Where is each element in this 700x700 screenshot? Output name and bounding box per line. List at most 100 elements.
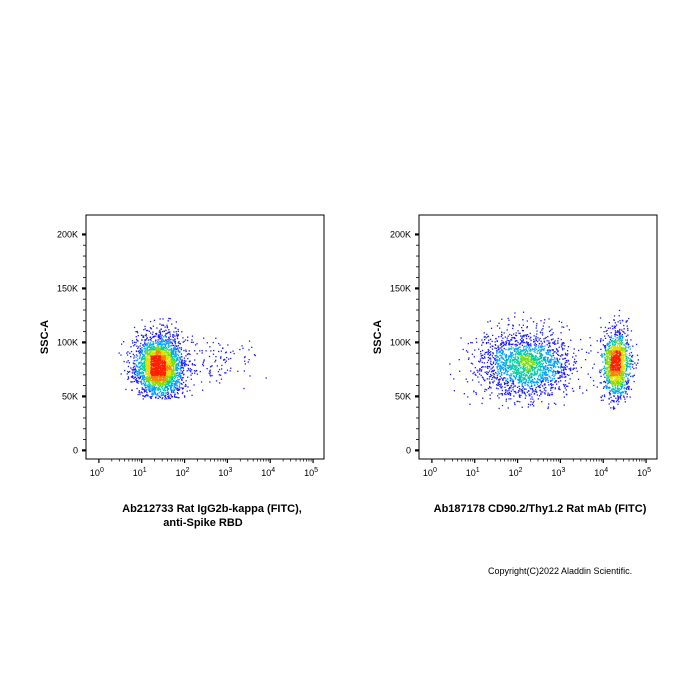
scatter-point (627, 364, 629, 366)
scatter-point (519, 339, 522, 341)
scatter-point (176, 337, 179, 340)
scatter-point (146, 338, 148, 340)
scatter-point (509, 361, 511, 363)
scatter-point (141, 346, 143, 349)
scatter-point (142, 376, 145, 378)
scatter-point (148, 360, 150, 362)
scatter-point (167, 340, 169, 342)
scatter-point (540, 340, 542, 342)
scatter-point (614, 339, 616, 341)
scatter-point (141, 383, 143, 386)
scatter-point (538, 359, 540, 361)
scatter-point (496, 355, 499, 357)
scatter-point (133, 377, 135, 380)
scatter-point (528, 344, 531, 346)
scatter-point (169, 354, 172, 356)
scatter-point (553, 402, 556, 404)
scatter-point (510, 379, 512, 381)
scatter-point (166, 385, 168, 388)
scatter-point (549, 329, 552, 332)
scatter-point (153, 369, 155, 371)
scatter-point (141, 351, 143, 353)
scatter-point (629, 364, 631, 366)
scatter-point (534, 349, 536, 352)
scatter-point (509, 355, 511, 358)
scatter-point (589, 337, 591, 339)
scatter-point (548, 364, 550, 366)
scatter-point (161, 372, 163, 374)
scatter-point (141, 372, 143, 375)
scatter-point (159, 362, 161, 364)
scatter-point (175, 366, 177, 368)
scatter-point (174, 341, 176, 343)
scatter-point (503, 332, 505, 334)
scatter-point (516, 373, 518, 375)
scatter-point (620, 340, 622, 342)
scatter-point (505, 379, 507, 381)
scatter-point (157, 359, 159, 361)
scatter-point (618, 315, 620, 317)
scatter-point (510, 377, 512, 379)
scatter-point (500, 367, 502, 369)
scatter-point (148, 373, 150, 376)
scatter-point (611, 340, 613, 343)
scatter-point (150, 369, 152, 371)
scatter-point (604, 354, 606, 356)
scatter-point (521, 382, 523, 385)
scatter-point (506, 371, 508, 373)
scatter-point (177, 358, 179, 360)
scatter-point (148, 379, 150, 381)
scatter-point (165, 369, 168, 371)
scatter-point (507, 335, 509, 337)
scatter-point (491, 340, 493, 342)
scatter-point (136, 332, 139, 334)
scatter-point (590, 376, 592, 379)
scatter-point (160, 341, 162, 343)
scatter-point (189, 389, 191, 392)
scatter-point (166, 364, 168, 366)
scatter-point (191, 372, 193, 375)
scatter-point (522, 324, 524, 326)
scatter-point (489, 346, 492, 348)
scatter-point (158, 381, 160, 384)
scatter-point (190, 371, 192, 373)
scatter-point (555, 352, 558, 354)
scatter-point (558, 381, 560, 383)
scatter-point (159, 351, 161, 353)
scatter-point (506, 341, 508, 343)
scatter-point (532, 321, 535, 323)
scatter-point (632, 375, 634, 377)
scatter-point (504, 383, 506, 385)
scatter-point (508, 347, 510, 349)
scatter-point (489, 358, 491, 360)
scatter-point (581, 348, 583, 350)
scatter-point (542, 364, 544, 366)
scatter-point (521, 406, 523, 408)
scatter-point (196, 373, 198, 375)
scatter-point (156, 392, 159, 395)
scatter-point (179, 372, 182, 374)
scatter-point (169, 318, 171, 320)
scatter-point (515, 345, 517, 348)
scatter-point (551, 392, 553, 394)
scatter-point (151, 348, 153, 351)
scatter-point (542, 377, 544, 379)
scatter-point (560, 344, 563, 346)
scatter-point (171, 369, 174, 371)
scatter-point (499, 368, 501, 370)
scatter-point (174, 360, 177, 362)
scatter-point (567, 353, 569, 355)
scatter-point (482, 357, 484, 360)
scatter-point (145, 381, 147, 383)
scatter-point (497, 346, 499, 348)
scatter-point (176, 363, 179, 365)
scatter-point (559, 366, 561, 368)
scatter-point (169, 370, 172, 372)
scatter-point (568, 368, 570, 370)
scatter-point (186, 353, 189, 356)
scatter-point (504, 393, 506, 395)
scatter-point (188, 350, 190, 352)
scatter-point (552, 365, 555, 368)
scatter-point (154, 388, 157, 390)
scatter-point (163, 365, 165, 368)
